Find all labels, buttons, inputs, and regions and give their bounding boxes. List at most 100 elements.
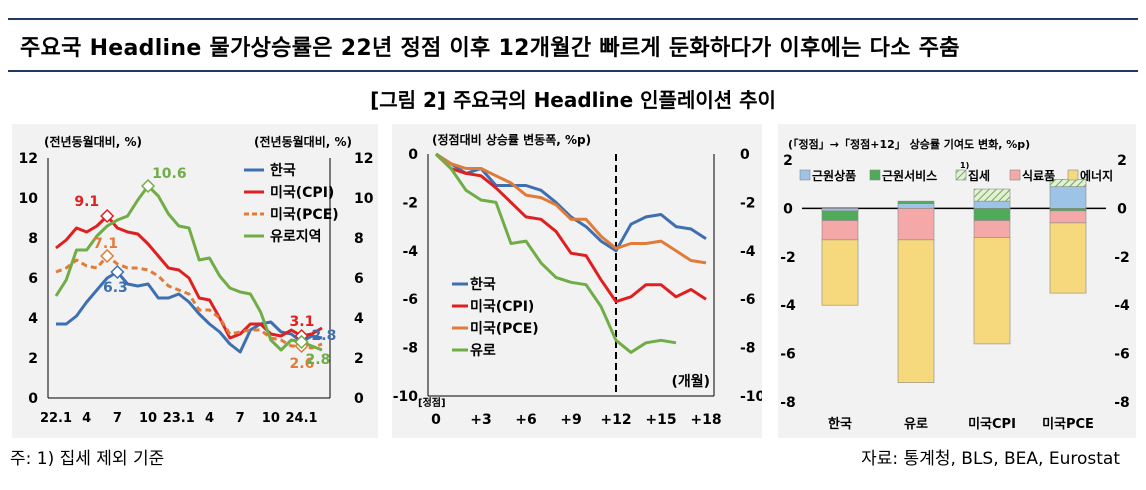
bar-segment-근원서비스: [897, 200, 935, 204]
peak-marker: [294, 334, 309, 350]
bar-segment-근원상품: [973, 200, 1011, 209]
x-tick-label: 24.1: [285, 411, 317, 426]
legend-superscript: 1): [960, 161, 969, 170]
title-rule: [8, 70, 1138, 72]
bar-segment-근원서비스: [1049, 208, 1087, 212]
y-tick-left: -4: [780, 298, 796, 314]
peak-marker: [141, 178, 156, 194]
y-tick-right: 12: [354, 151, 373, 167]
x-tick-label: 10: [262, 411, 280, 426]
y-tick-right: 0: [1117, 201, 1127, 217]
y-tick-right: -2: [1114, 250, 1130, 266]
y-tick-right: -2: [740, 195, 756, 211]
data-label: 2.6: [290, 356, 315, 372]
x-category-label: 미국PCE: [1042, 416, 1094, 432]
y-tick-left: -6: [402, 292, 418, 308]
bar-segment-에너지: [1049, 222, 1087, 294]
bar-segment-식료품: [973, 220, 1011, 238]
x-tick-label: 23.1: [163, 411, 195, 426]
y-tick-left: -6: [780, 347, 796, 363]
data-label: 6.3: [103, 280, 128, 296]
peak-marker: [100, 248, 115, 264]
legend-label-근원서비스: 근원서비스: [882, 168, 937, 183]
chart-panel-1: (전년동월대비, %) (전년동월대비, %) 0 0 2 2 4 4 6 6 8 8 10 10 12 12…: [12, 124, 378, 438]
bar-segment-근원상품: [897, 203, 935, 209]
bar-segment-에너지: [821, 239, 859, 306]
legend-label-집세: 집세: [968, 168, 990, 183]
data-label: 7.1: [93, 236, 118, 252]
x-category-label: 미국CPI: [968, 416, 1016, 432]
legend-label-에너지: 에너지: [1080, 168, 1113, 183]
y-tick-right: -8: [1114, 395, 1130, 411]
peak-marker: [110, 264, 125, 280]
x-tick-label: 7: [113, 411, 122, 426]
bar-segment-근원서비스: [821, 210, 859, 221]
y-tick-left: 0: [408, 147, 418, 163]
footnote: 주: 1) 집세 제외 기준: [10, 449, 165, 469]
y-tick-right: -6: [1114, 347, 1130, 363]
y-tick-right: 4: [354, 311, 364, 327]
chart-panel-3: (「정점」→「정점+12」 상승률 기여도 변화, %p) 2 2 0 0 -2 -2 -4 -…: [778, 124, 1136, 438]
y-tick-right: 2: [1117, 153, 1127, 169]
bar-segment-에너지: [897, 239, 935, 383]
x-category-label: 유로: [904, 417, 928, 432]
x-tick-label: 7: [236, 411, 245, 426]
legend-label-한국: 한국: [470, 277, 496, 293]
y-tick-left: 0: [28, 391, 38, 407]
y-tick-right: -4: [740, 244, 756, 260]
y-tick-right: -6: [740, 292, 756, 308]
chart-3-svg: (「정점」→「정점+12」 상승률 기여도 변화, %p) 2 2 0 0 -2 -2 -4 -…: [780, 137, 1130, 432]
data-label: 10.6: [152, 166, 187, 182]
data-label: 2.8: [312, 328, 337, 344]
x-tick-label: +9: [560, 412, 581, 428]
y-axis-label-right: (전년동월대비, %): [254, 134, 352, 149]
y-tick-right: 8: [354, 231, 364, 247]
chart-panel-2: (정점대비 상승률 변동폭, %p) 0 0 -2 -2 -4 -4 -6 -6 -8 -8 -10 -…: [392, 124, 762, 438]
y-tick-left: 8: [28, 231, 38, 247]
chart-1-svg: (전년동월대비, %) (전년동월대비, %) 0 0 2 2 4 4 6 6 8 8 10 10 12 12…: [19, 134, 374, 426]
legend-label-유로지역: 유로지역: [270, 228, 322, 245]
x-tick-label: +18: [690, 412, 721, 428]
y-tick-right: 0: [354, 391, 364, 407]
data-label: 9.1: [74, 194, 99, 210]
y-tick-right: -8: [740, 341, 756, 357]
chart-2-svg: (정점대비 상승률 변동폭, %p) 0 0 -2 -2 -4 -4 -6 -6 -8 -8 -10 -…: [393, 132, 762, 428]
x-tick-label: 4: [82, 411, 91, 426]
series-line-미국-cpi: [55, 214, 323, 340]
legend-label-미국-pce: 미국(PCE): [270, 207, 339, 223]
x-category-label: 한국: [828, 416, 852, 432]
legend-swatch-근원서비스: [869, 169, 881, 181]
series-line-유로: [434, 152, 677, 354]
series-line-한국: [56, 270, 323, 354]
bar-segment-식료품: [821, 220, 859, 241]
legend-label-식료품: 식료품: [1022, 168, 1055, 183]
y-axis-label-left: (전년동월대비, %): [44, 134, 142, 149]
bar-segment-근원상품: [1049, 186, 1087, 209]
x-tick-label: 0: [431, 412, 441, 428]
y-axis-label: (정점대비 상승률 변동폭, %p): [432, 132, 591, 147]
x-tick-label: +12: [600, 412, 631, 428]
bar-segment-에너지: [973, 237, 1011, 345]
y-tick-left: -2: [402, 195, 418, 211]
legend-swatch-집세: [955, 169, 967, 181]
bar-segment-집세: [973, 188, 1011, 202]
y-tick-left: -8: [402, 341, 418, 357]
legend-label-근원상품: 근원상품: [812, 168, 856, 183]
y-tick-left: 2: [28, 351, 38, 367]
y-tick-right: 0: [740, 147, 750, 163]
y-tick-left: 10: [19, 191, 39, 207]
series-line-미국-pce: [435, 152, 707, 265]
legend-swatch-에너지: [1067, 169, 1079, 181]
legend-swatch-근원상품: [799, 169, 811, 181]
x-tick-label: 10: [139, 411, 157, 426]
y-tick-left: -10: [393, 389, 419, 405]
x-tick-label: +15: [645, 412, 676, 428]
bar-segment-식료품: [897, 208, 935, 241]
x-tick-label: 4: [205, 411, 214, 426]
series-line-유로지역: [54, 184, 323, 352]
y-tick-left: 4: [28, 311, 38, 327]
peak-marker: [100, 208, 115, 224]
bar-segment-식료품: [1049, 210, 1087, 224]
y-tick-left: 12: [19, 151, 38, 167]
data-label: 2.8: [306, 352, 331, 368]
